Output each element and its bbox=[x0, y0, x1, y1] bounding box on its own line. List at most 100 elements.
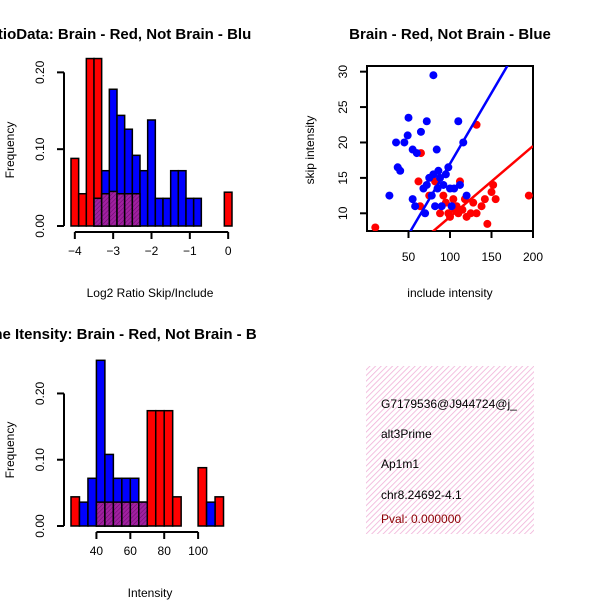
scatter-red-point-26 bbox=[487, 188, 496, 197]
scatter-red-point-7 bbox=[439, 191, 448, 200]
ratio-blue-bar-16 bbox=[192, 197, 203, 227]
gene-overlap-bar-8 bbox=[138, 501, 149, 527]
info-location: chr8.24692-4.1 bbox=[381, 488, 462, 502]
scatter-blue-point-21 bbox=[432, 145, 441, 154]
scatter-blue-point-26 bbox=[439, 180, 448, 189]
ratio-overlap-bar-8 bbox=[131, 192, 141, 227]
gene-red-bar-9 bbox=[146, 409, 157, 527]
scatter-y-tick-label: 30 bbox=[336, 65, 350, 79]
gene-overlap-bar-6 bbox=[121, 501, 132, 527]
gene-red-bar-0 bbox=[70, 496, 81, 527]
ratio-overlap-bar-5 bbox=[108, 190, 118, 227]
gene-histogram-title: Gene Itensity: Brain - Red, Not Brain - … bbox=[0, 326, 257, 343]
info-box-background bbox=[366, 366, 534, 534]
scatter-blue-point-10 bbox=[411, 202, 420, 211]
scatter-blue-point-0 bbox=[429, 71, 438, 80]
info-event-id: G7179536@J944724@j_ bbox=[381, 397, 517, 411]
ratio-overlap-bar-3 bbox=[93, 197, 103, 227]
gene-histogram-xlabel: Intensity bbox=[128, 586, 173, 600]
gene-overlap-bar-5 bbox=[112, 501, 123, 527]
gene-red-bar-15 bbox=[197, 466, 208, 527]
ratio-blue-bar-14 bbox=[177, 169, 187, 227]
ratio-blue-bar-11 bbox=[154, 197, 164, 227]
scatter-blue-point-16 bbox=[422, 180, 431, 189]
scatter-red-point-21 bbox=[469, 198, 478, 207]
gene-y-tick-label: 0.20 bbox=[33, 381, 47, 405]
scatter-x-tick-label: 150 bbox=[481, 250, 501, 264]
ratio-red-bar-2 bbox=[85, 57, 95, 227]
gene-y-tick-label: 0.00 bbox=[33, 514, 47, 538]
scatter-y-tick-label: 10 bbox=[336, 206, 350, 220]
scatter-red-point-23 bbox=[477, 202, 486, 211]
ratio-y-tick-label: 0.10 bbox=[33, 137, 47, 161]
ratio-histogram-x-axis: −4 −3 −2 −1 0 bbox=[68, 231, 232, 258]
ratio-blue-bar-12 bbox=[162, 197, 172, 227]
scatter-xlabel: include intensity bbox=[407, 286, 492, 300]
info-pval: Pval: 0.000000 bbox=[381, 512, 461, 526]
scatter-blue-point-12 bbox=[416, 127, 425, 136]
info-box: G7179536@J944724@j_ alt3Prime Ap1m1 chr8… bbox=[366, 366, 534, 534]
scatter-red-point-0 bbox=[371, 223, 380, 231]
scatter-blue-point-32 bbox=[454, 117, 463, 126]
gene-histogram-y-axis: 0.00 0.10 0.20 bbox=[33, 381, 65, 538]
gene-blue-bar-1 bbox=[78, 501, 89, 527]
gene-blue-bar-3 bbox=[95, 359, 106, 527]
scatter-blue-point-9 bbox=[408, 195, 417, 204]
gene-overlap-bar-7 bbox=[129, 501, 140, 527]
scatter-blue-point-30 bbox=[447, 202, 456, 211]
scatter-red-point-12 bbox=[449, 195, 458, 204]
ratio-overlap-bar-6 bbox=[116, 192, 126, 227]
scatter-blue-point-35 bbox=[462, 191, 471, 200]
scatter-y-tick-label: 25 bbox=[336, 100, 350, 114]
scatter-panel: Brain - Red, Not Brain - Blue 50 100 150 20… bbox=[303, 26, 551, 300]
gene-blue-bar-2 bbox=[87, 477, 98, 527]
scatter-blue-point-5 bbox=[400, 138, 409, 147]
gene-x-tick-label: 100 bbox=[188, 544, 208, 558]
ratio-x-tick-label: −1 bbox=[183, 244, 197, 258]
ratio-histogram-xlabel: Log2 Ratio Skip/Include bbox=[87, 286, 214, 300]
scatter-blue-point-11 bbox=[412, 149, 421, 158]
ratio-histogram-y-axis: 0.00 0.10 0.20 bbox=[33, 60, 65, 238]
scatter-x-tick-label: 200 bbox=[523, 250, 543, 264]
gene-red-bar-17 bbox=[214, 496, 225, 527]
scatter-red-point-20 bbox=[466, 209, 475, 218]
ratio-histogram-bars bbox=[70, 57, 233, 227]
ratio-blue-bar-13 bbox=[169, 169, 180, 227]
ratio-blue-bar-9 bbox=[139, 169, 149, 227]
scatter-red-point-22 bbox=[472, 209, 481, 218]
info-gene-name: Ap1m1 bbox=[381, 457, 419, 471]
scatter-red-point-28 bbox=[491, 195, 500, 204]
ratio-overlap-bar-7 bbox=[123, 192, 134, 227]
ratio-y-tick-label: 0.20 bbox=[33, 60, 47, 84]
scatter-y-axis: 10 15 20 25 30 bbox=[336, 65, 367, 220]
gene-histogram-bars bbox=[70, 359, 225, 527]
gene-x-tick-label: 60 bbox=[124, 544, 138, 558]
ratio-x-tick-label: −4 bbox=[68, 244, 82, 258]
gene-histogram-x-axis: 40 60 80 100 bbox=[90, 531, 208, 558]
ratio-red-bar-0 bbox=[70, 157, 80, 227]
gene-overlap-bar-3 bbox=[95, 501, 106, 527]
gene-x-tick-label: 40 bbox=[90, 544, 104, 558]
ratio-histogram-ylabel: Frequency bbox=[3, 122, 17, 179]
scatter-blue-point-1 bbox=[385, 191, 394, 200]
ratio-x-tick-label: 0 bbox=[225, 244, 232, 258]
scatter-blue-point-2 bbox=[392, 138, 401, 147]
scatter-red-point-24 bbox=[480, 195, 489, 204]
ratio-y-tick-label: 0.00 bbox=[33, 214, 47, 238]
gene-blue-bar-16 bbox=[205, 501, 216, 527]
scatter-blue-point-25 bbox=[437, 202, 446, 211]
ratio-blue-bar-10 bbox=[146, 119, 157, 227]
scatter-blue-fit-line bbox=[409, 66, 509, 231]
ratio-histogram-panel: RatioData: Brain - Red, Not Brain - Blu … bbox=[0, 26, 251, 300]
scatter-red-point-30 bbox=[524, 191, 533, 200]
scatter-y-tick-label: 20 bbox=[336, 135, 350, 149]
scatter-blue-point-4 bbox=[396, 166, 405, 175]
scatter-red-point-6 bbox=[436, 209, 445, 218]
gene-histogram-ylabel: Frequency bbox=[3, 422, 17, 479]
scatter-blue-point-23 bbox=[434, 166, 443, 175]
ratio-blue-bar-15 bbox=[185, 197, 195, 227]
scatter-ylabel: skip intensity bbox=[303, 116, 317, 185]
ratio-x-tick-label: −3 bbox=[106, 244, 120, 258]
gene-histogram-panel: Gene Itensity: Brain - Red, Not Brain - … bbox=[0, 326, 257, 600]
